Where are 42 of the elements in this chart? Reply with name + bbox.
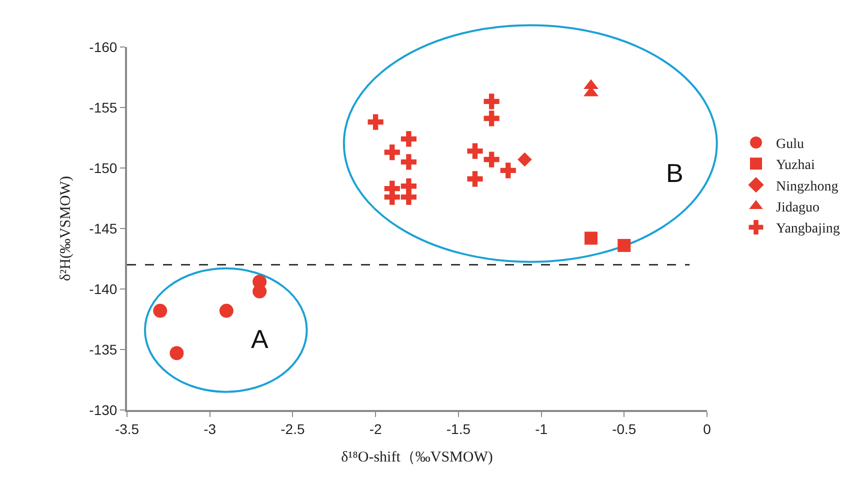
y-tick-label: -145 — [89, 220, 118, 236]
annotation: B — [666, 158, 684, 188]
legend-label: Ningzhong — [776, 179, 838, 194]
point — [170, 346, 184, 360]
x-tick-label: -1 — [535, 420, 548, 437]
point — [368, 114, 384, 130]
y-tick-label: -150 — [89, 160, 118, 176]
point — [584, 232, 598, 245]
x-tick-label: -3 — [204, 420, 216, 437]
legend-label: Yuzhai — [776, 158, 815, 174]
point — [484, 110, 500, 126]
x-tick-label: -2.5 — [280, 420, 305, 437]
point — [153, 304, 168, 318]
y-tick-label: -160 — [89, 38, 118, 55]
point — [384, 144, 400, 160]
x-tick-label: -2 — [369, 420, 382, 437]
annotation: A — [251, 324, 269, 354]
x-axis-title: δ¹⁸O-shift（‰VSMOW) — [341, 449, 493, 466]
y-axis-title: δ²H(‰VSMOW) — [58, 176, 74, 281]
point — [484, 152, 500, 168]
y-tick-label: -140 — [89, 280, 118, 297]
point — [384, 189, 400, 205]
x-tick-label: -1.5 — [446, 420, 471, 437]
x-tick-label: -3.5 — [114, 420, 140, 437]
point — [400, 189, 417, 205]
point — [467, 143, 483, 159]
y-tick-label: -130 — [89, 402, 118, 418]
point — [484, 94, 500, 110]
x-tick-label: 0 — [703, 420, 712, 437]
point — [400, 154, 417, 170]
y-tick-label: -155 — [89, 99, 118, 116]
legend-label: Jidaguo — [776, 200, 820, 216]
point — [219, 304, 234, 318]
point — [467, 171, 483, 187]
legend-label: Yangbajing — [776, 222, 840, 237]
y-tick-label: -135 — [89, 341, 118, 358]
point — [500, 162, 516, 178]
point — [618, 238, 631, 252]
x-tick-label: -0.5 — [612, 420, 636, 437]
point — [400, 131, 417, 147]
legend-label: Gulu — [776, 136, 804, 152]
point — [518, 152, 532, 167]
